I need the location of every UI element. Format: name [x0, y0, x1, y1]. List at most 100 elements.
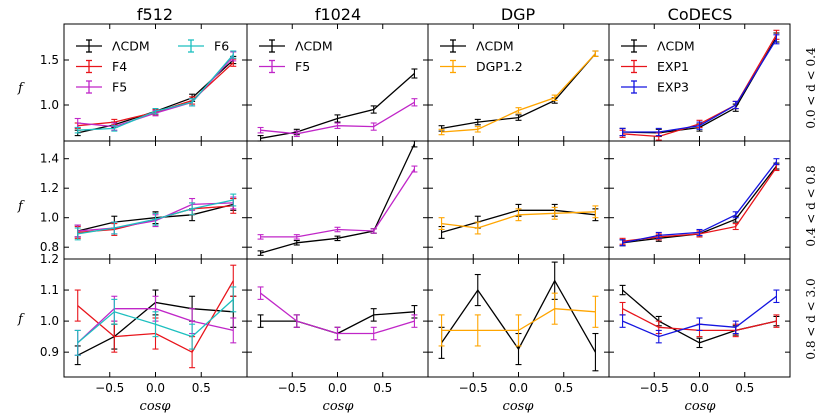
data-point [773, 34, 780, 45]
data-point [696, 121, 703, 130]
data-point [189, 98, 196, 107]
series-lcdm [257, 68, 418, 142]
data-point [257, 286, 264, 300]
legend-marker-exp3 [621, 80, 647, 94]
panel-r1-c2 [427, 140, 610, 260]
legend-label-f5: F5 [295, 59, 310, 74]
panel-r2-c0: −0.5 0.0 0.5 0.9 1.0 1.1 1.2 [40, 252, 248, 395]
panel-frame [427, 23, 610, 142]
data-point [515, 114, 522, 121]
data-point [551, 292, 558, 325]
data-point [551, 206, 558, 220]
panel-r0-c1: ΛCDM F5 [246, 23, 429, 142]
data-point [474, 273, 481, 307]
y-tick-label: 1.0 [40, 211, 59, 225]
data-point [515, 107, 522, 114]
series-line [622, 37, 777, 134]
y-tick-label: 1.2 [40, 252, 59, 266]
column-title-f1024: f1024 [315, 5, 361, 24]
y-tick-label: 1.1 [40, 283, 59, 297]
data-point [773, 314, 780, 328]
x-axis-labels: cosφ cosφ cosφ cosφ [140, 399, 717, 414]
data-point [515, 208, 522, 222]
panel-r1-c3 [608, 140, 791, 260]
panel-r0-c2: ΛCDM DGP1.2 [427, 23, 610, 142]
x-tick-label: 0.5 [554, 381, 573, 395]
series-f5 [257, 286, 418, 341]
data-point [334, 226, 341, 233]
column-titles: f512 f1024 DGP CoDECS [137, 5, 732, 24]
data-point [111, 298, 118, 325]
data-point [230, 286, 237, 313]
x-tick-label: 0.0 [328, 381, 347, 395]
data-point [152, 311, 159, 338]
series-f6 [74, 193, 237, 241]
data-point [619, 284, 626, 296]
legend: ΛCDM F4 F5 F6 [76, 39, 229, 95]
x-tick-label: −0.5 [459, 381, 488, 395]
series-dgp1.2 [438, 292, 599, 347]
y-axis-label-row-0: f [17, 81, 25, 96]
data-point [474, 314, 481, 347]
data-point [257, 250, 264, 256]
row-labels: 0.0 < d < 0.4 0.4 < d < 0.8 0.8 < d < 3.… [804, 47, 818, 360]
legend-label-f4: F4 [112, 59, 127, 74]
legend-marker-f5 [76, 80, 102, 94]
legend-marker-lcdm [621, 39, 647, 53]
data-point [230, 50, 237, 59]
data-point [230, 193, 237, 207]
data-point [438, 128, 445, 136]
x-tick-label: 0.5 [373, 381, 392, 395]
legend-marker-f5 [259, 59, 285, 74]
data-point [74, 289, 81, 322]
data-point [619, 314, 626, 328]
x-tick-label: 0.0 [690, 381, 709, 395]
data-point [293, 314, 300, 328]
data-point [515, 314, 522, 347]
legend-marker-f6 [178, 39, 204, 53]
data-point [152, 212, 159, 226]
legend-marker-lcdm [440, 39, 466, 53]
data-point [619, 239, 626, 247]
column-title-codecs: CoDECS [668, 5, 733, 24]
data-point [189, 202, 196, 216]
data-point [592, 205, 599, 219]
x-tick-label: −0.5 [278, 381, 307, 395]
legend: ΛCDM DGP1.2 [440, 39, 523, 74]
data-point [334, 235, 341, 242]
data-point [655, 231, 662, 239]
panel-r2-c3: −0.5 0.0 0.5 [608, 258, 791, 395]
x-tick-label: −0.5 [640, 381, 669, 395]
y-tick-label: 1.5 [40, 53, 59, 67]
panel-r0-c0: 1.0 1.5 ΛCDM F4 F5 F6 [40, 23, 248, 142]
legend: ΛCDM EXP1 EXP3 [621, 39, 695, 95]
series-f6 [74, 50, 237, 134]
data-point [474, 126, 481, 133]
data-point [655, 127, 662, 137]
data-point [696, 337, 703, 349]
data-point [411, 314, 418, 328]
data-point [111, 221, 118, 235]
panel-frame [608, 258, 791, 378]
data-point [370, 228, 377, 234]
data-point [334, 122, 341, 129]
data-point [411, 165, 418, 173]
data-point [732, 211, 739, 219]
series-f5 [74, 51, 237, 131]
y-tick-label: 1.0 [40, 314, 59, 328]
series-dgp1.2 [438, 50, 599, 136]
legend-label-lcdm: ΛCDM [476, 39, 514, 54]
data-point [334, 326, 341, 341]
data-point [293, 234, 300, 240]
data-point [696, 228, 703, 236]
panel-frame [427, 140, 610, 260]
data-point [592, 295, 599, 328]
data-point [257, 126, 264, 134]
data-point [257, 234, 264, 240]
legend-marker-lcdm [76, 39, 102, 53]
legend-label-lcdm: ΛCDM [295, 39, 333, 54]
y-axis-label-row-1: f [17, 199, 25, 214]
y-axis-labels: f f f [17, 81, 25, 327]
x-axis-label-col-3: cosφ [685, 399, 717, 414]
x-axis-label-col-0: cosφ [140, 399, 172, 414]
